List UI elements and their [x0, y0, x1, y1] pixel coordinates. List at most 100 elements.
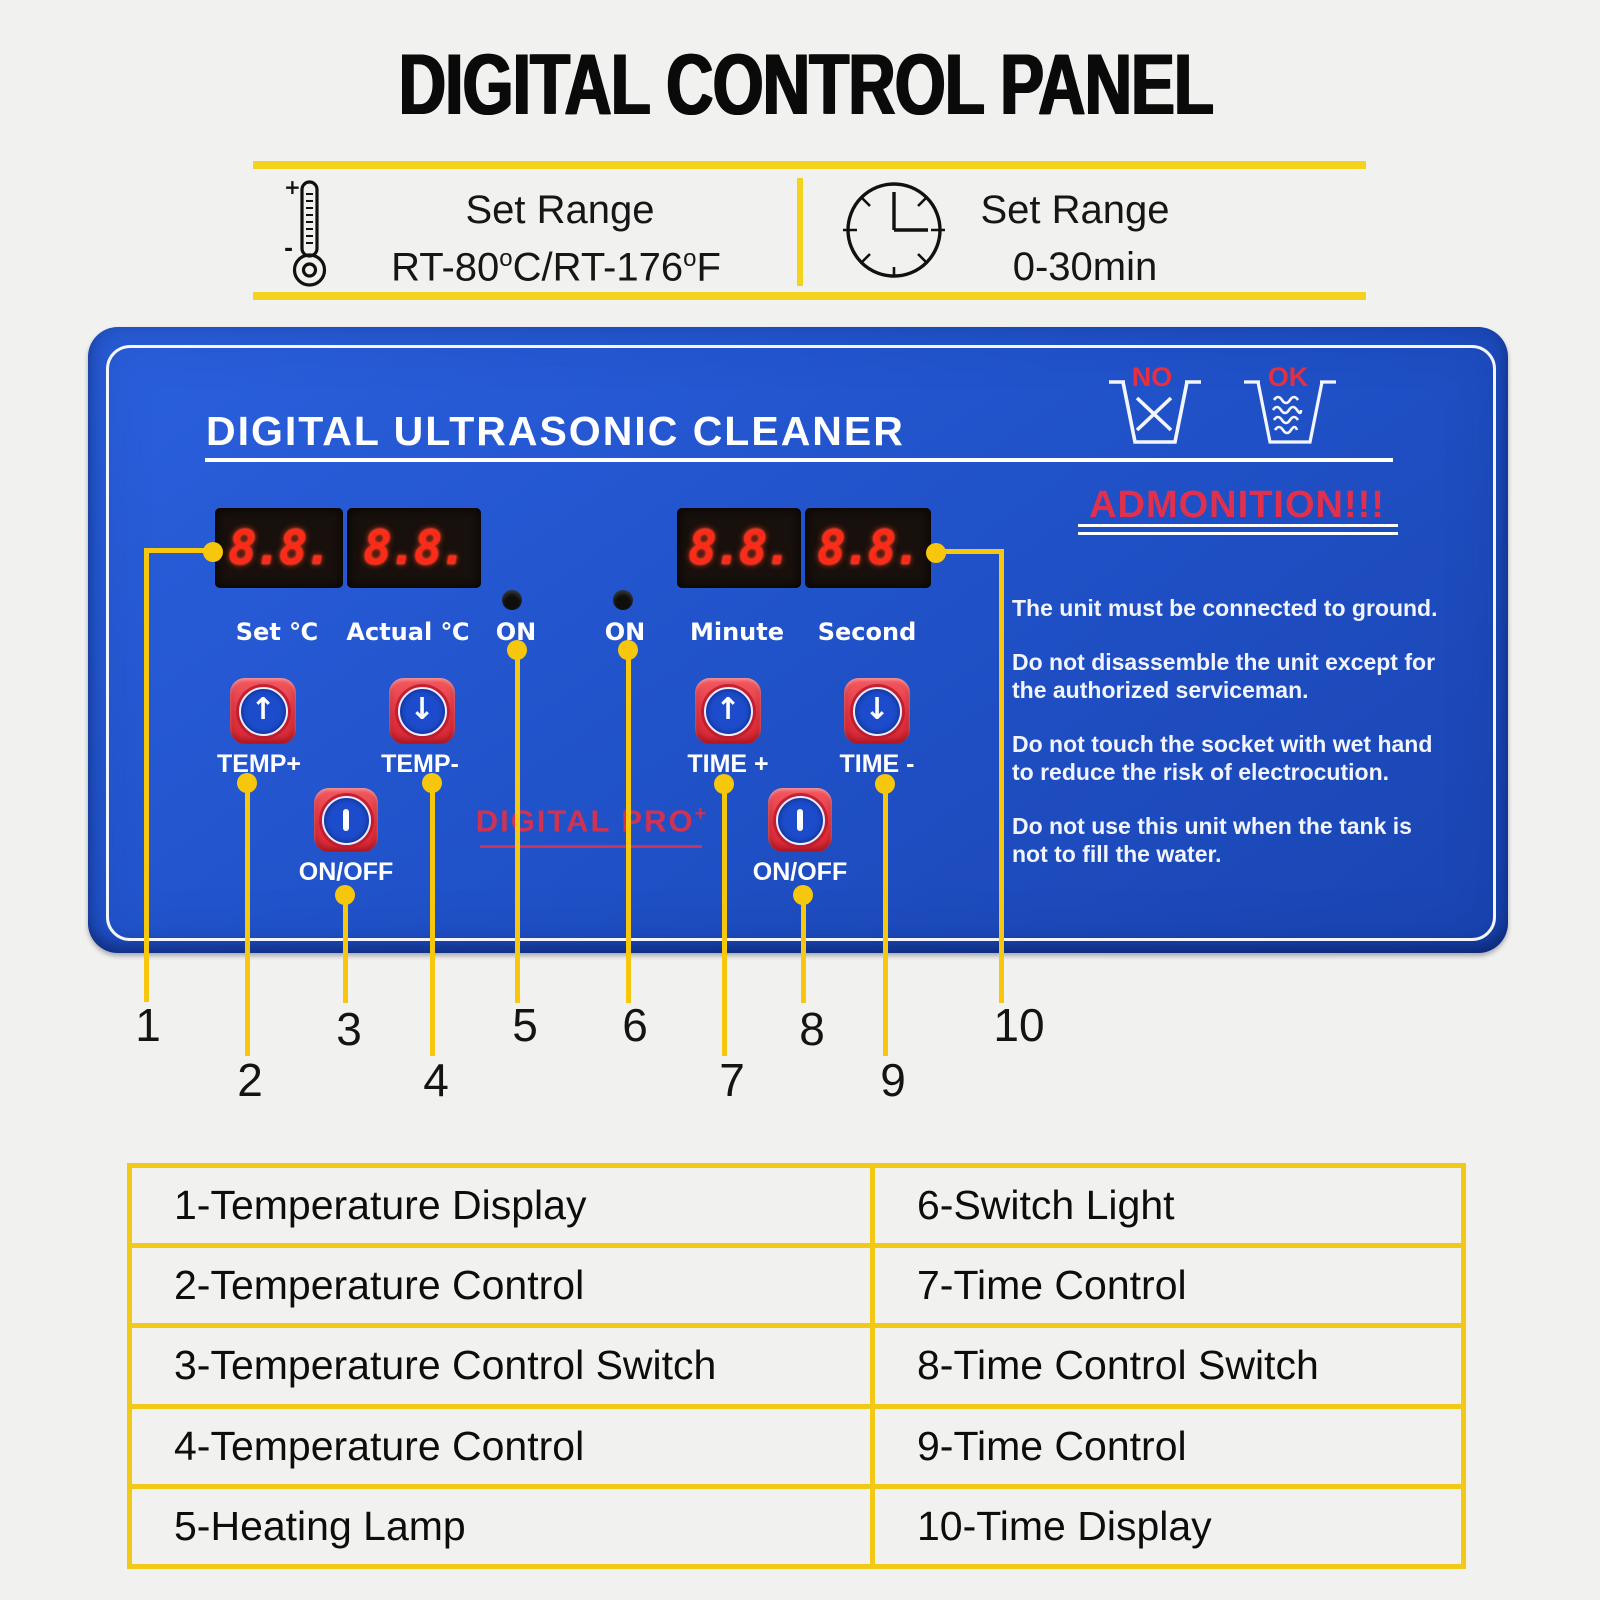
temp-range-value: RT-80oC/RT-176oF: [391, 245, 721, 290]
down-arrow-icon: ↓: [852, 686, 902, 736]
clock-icon: [839, 175, 949, 285]
power-bar-glyph: [343, 809, 349, 831]
time-minus-button[interactable]: ↓: [844, 678, 910, 744]
callout-line-10: [936, 549, 1004, 554]
set-temp-display: 8.8.: [215, 508, 343, 588]
temp-onoff-label: ON/OFF: [298, 858, 394, 886]
callout-number-9: 9: [880, 1054, 906, 1106]
minute-display: 8.8.: [677, 508, 801, 588]
legend-cell: 8-Time Control Switch: [875, 1328, 1461, 1404]
time-plus-label: TIME +: [687, 750, 769, 778]
callout-number-10: 10: [993, 999, 1045, 1051]
temp-minus-label: TEMP-: [381, 750, 459, 778]
warning-line: to reduce the risk of electrocution.: [1012, 759, 1390, 785]
header-rule-top: [253, 161, 1366, 169]
legend-cell: 2-Temperature Control: [132, 1248, 870, 1324]
thermometer-icon: + -: [278, 176, 340, 294]
minute-label: Minute: [689, 618, 785, 646]
heating-lamp: [502, 590, 522, 610]
page-title: DIGITAL CONTROL PANEL: [398, 37, 1214, 133]
time-onoff-button[interactable]: [768, 788, 832, 852]
down-arrow-glyph: ↓: [409, 691, 435, 727]
callout-line-10: [999, 549, 1004, 1003]
ok-tub-icon: [1240, 368, 1340, 458]
callout-dot-2: [237, 773, 257, 793]
callout-number-1: 1: [135, 999, 161, 1051]
legend-cell: 5-Heating Lamp: [132, 1488, 870, 1564]
no-label: NO: [1131, 362, 1173, 392]
callout-line-4: [430, 788, 435, 1056]
degree-symbol: o: [499, 245, 513, 272]
callout-dot-10: [926, 543, 946, 563]
second-label: Second: [817, 618, 917, 646]
admonition-underline: [1078, 532, 1398, 535]
callout-dot-1: [203, 542, 223, 562]
callout-dot-6: [618, 640, 638, 660]
admonition-title: ADMONITION!!!: [1089, 484, 1385, 526]
second-digits: 8.8.: [817, 520, 921, 576]
actual-temp-display: 8.8.: [347, 508, 481, 588]
callout-line-9: [883, 788, 888, 1056]
legend-cell: 6-Switch Light: [875, 1168, 1461, 1244]
panel-title-underline: [205, 458, 1393, 462]
callout-line-2: [245, 788, 250, 1056]
callout-line-1: [144, 548, 149, 1002]
up-arrow-glyph: ↑: [250, 691, 276, 727]
legend-cell: 10-Time Display: [875, 1488, 1461, 1564]
callout-line-7: [722, 788, 727, 1056]
degree-symbol: o: [683, 245, 697, 272]
brand-plus: +: [694, 803, 709, 825]
header-divider: [797, 178, 803, 286]
temp-plus-label: TEMP+: [216, 750, 302, 778]
brand-text: DIGITAL PRO+: [476, 803, 709, 839]
switch-lamp: [613, 590, 633, 610]
second-display: 8.8.: [805, 508, 931, 588]
actual-c-label: Actual ℃: [346, 618, 470, 646]
temp-range-part3: F: [696, 245, 721, 290]
up-arrow-glyph: ↑: [715, 691, 741, 727]
callout-dot-8: [793, 885, 813, 905]
up-arrow-icon: ↑: [238, 686, 288, 736]
time-minus-label: TIME -: [839, 750, 915, 778]
temp-onoff-button[interactable]: [314, 788, 378, 852]
warning-line: not to fill the water.: [1012, 841, 1222, 867]
down-arrow-icon: ↓: [397, 686, 447, 736]
no-tub-icon: [1105, 368, 1205, 458]
warning-item: Do not touch the socket with wet hand to …: [1012, 730, 1462, 786]
time-range-title: Set Range: [980, 188, 1170, 232]
legend-cell: 9-Time Control: [875, 1408, 1461, 1484]
ok-label: OK: [1267, 362, 1309, 392]
time-onoff-label: ON/OFF: [752, 858, 848, 886]
callout-number-6: 6: [622, 999, 648, 1051]
callout-dot-5: [507, 640, 527, 660]
callout-dot-7: [714, 774, 734, 794]
legend-cell: 1-Temperature Display: [132, 1168, 870, 1244]
callout-number-2: 2: [237, 1054, 263, 1106]
svg-text:+: +: [284, 176, 301, 199]
admonition-underline: [1078, 524, 1398, 527]
actual-temp-digits: 8.8.: [363, 520, 467, 576]
legend-cell: 4-Temperature Control: [132, 1408, 870, 1484]
callout-number-7: 7: [719, 1054, 745, 1106]
callout-line-1: [146, 548, 215, 553]
legend-table: 1-Temperature Display 6-Switch Light 2-T…: [127, 1163, 1466, 1569]
callout-dot-3: [335, 885, 355, 905]
temp-minus-button[interactable]: ↓: [389, 678, 455, 744]
warning-item: Do not use this unit when the tank is not…: [1012, 812, 1462, 868]
temp-range-part1: RT-80: [391, 245, 500, 290]
callout-line-8: [801, 898, 806, 1003]
power-icon: [775, 795, 825, 845]
callout-line-6: [626, 652, 631, 1003]
time-plus-button[interactable]: ↑: [695, 678, 761, 744]
svg-text:-: -: [284, 237, 293, 262]
callout-line-5: [515, 652, 520, 1003]
callout-dot-9: [875, 774, 895, 794]
legend-cell: 7-Time Control: [875, 1248, 1461, 1324]
temp-plus-button[interactable]: ↑: [230, 678, 296, 744]
warning-text: The unit must be connected to ground. Do…: [1012, 594, 1462, 894]
up-arrow-icon: ↑: [703, 686, 753, 736]
warning-item: The unit must be connected to ground.: [1012, 594, 1462, 622]
down-arrow-glyph: ↓: [864, 691, 890, 727]
legend-cell: 3-Temperature Control Switch: [132, 1328, 870, 1404]
